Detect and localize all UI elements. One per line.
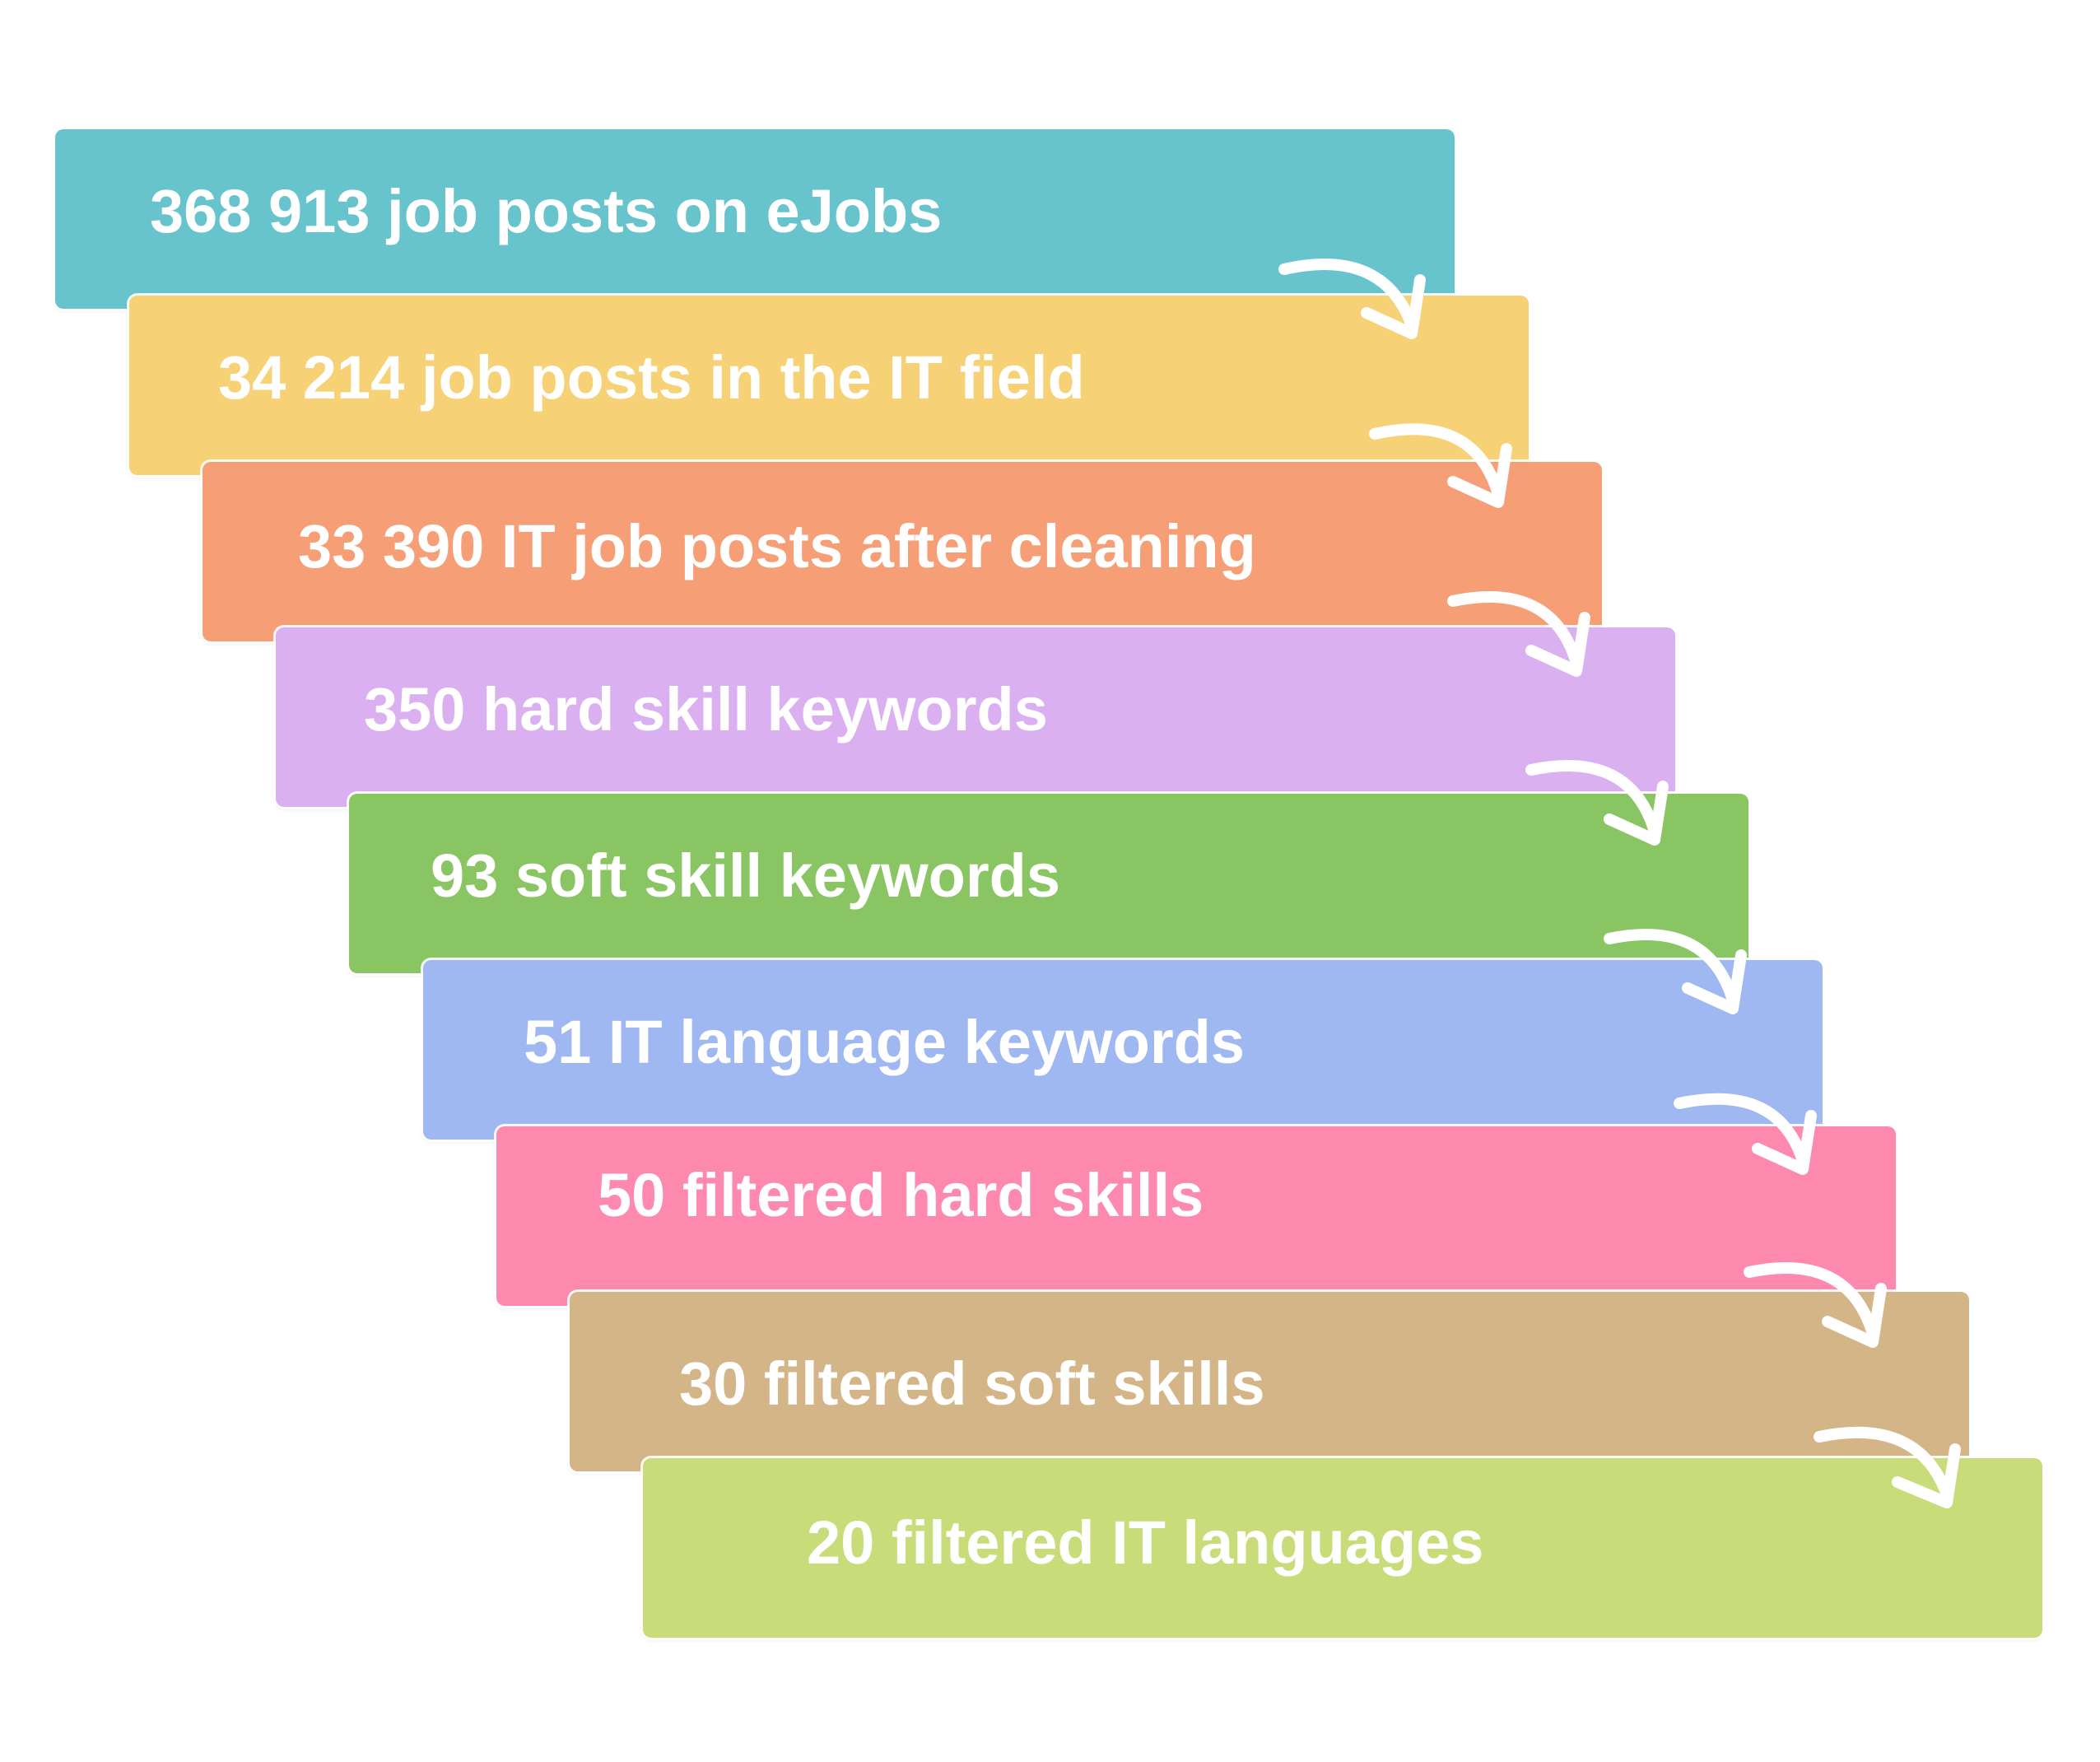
step-8-label: 30 filtered soft skills [679, 1349, 1265, 1418]
step-9-label: 20 filtered IT languages [807, 1508, 1484, 1577]
step-3-label: 33 390 IT job posts after cleaning [298, 512, 1256, 580]
step-6-label: 51 IT language keywords [524, 1008, 1245, 1076]
step-7-label: 50 filtered hard skills [598, 1161, 1204, 1229]
step-8-box: 30 filtered soft skills [570, 1292, 1969, 1471]
step-1-label: 368 913 job posts on eJobs [150, 177, 943, 245]
step-5-box: 93 soft skill keywords [349, 794, 1748, 973]
step-5-label: 93 soft skill keywords [431, 841, 1061, 910]
step-2-label: 34 214 job posts in the IT field [218, 343, 1085, 412]
step-6-box: 51 IT language keywords [423, 960, 1823, 1140]
step-1-box: 368 913 job posts on eJobs [55, 129, 1455, 309]
step-2-box: 34 214 job posts in the IT field [129, 296, 1529, 475]
step-4-box: 350 hard skill keywords [276, 627, 1675, 807]
step-9-box: 20 filtered IT languages [643, 1458, 2042, 1638]
step-7-box: 50 filtered hard skills [496, 1126, 1896, 1306]
step-4-label: 350 hard skill keywords [364, 675, 1048, 743]
step-3-box: 33 390 IT job posts after cleaning [203, 462, 1602, 641]
